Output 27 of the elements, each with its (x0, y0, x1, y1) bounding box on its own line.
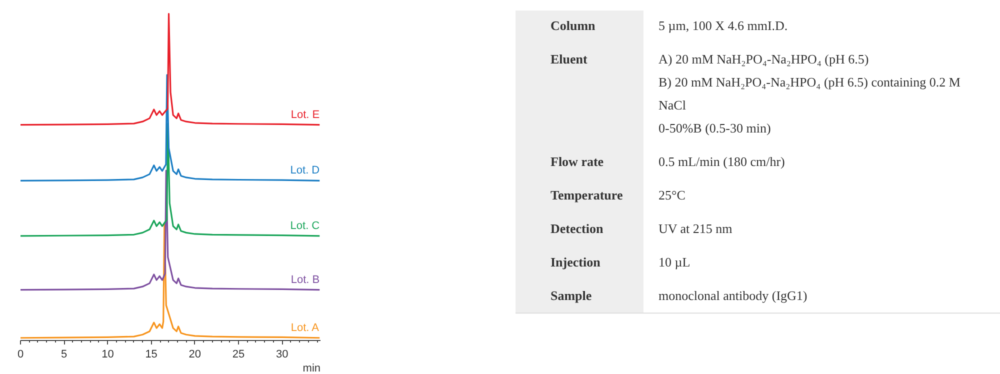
x-tick-label: 5 (61, 348, 68, 360)
x-tick-label: 10 (102, 348, 114, 360)
text: Column (550, 18, 596, 33)
text: UV at 215 nm (658, 220, 732, 236)
text: monoclonal antibody (IgG1) (658, 288, 808, 303)
text: 10 µL (658, 254, 690, 270)
series-label: Lot. A (290, 322, 320, 334)
series-label: Lot. C (290, 220, 320, 232)
x-tick-label: 25 (232, 348, 245, 360)
x-tick-label: 30 (276, 348, 288, 360)
text: 5 µm, 100 X 4.6 mmI.D. (658, 18, 788, 33)
text: Injection (550, 254, 602, 270)
text: Sample (550, 288, 592, 303)
x-tick-label: 15 (145, 348, 158, 360)
series-label: Lot. D (290, 164, 320, 177)
x-tick-label: 20 (188, 348, 202, 360)
text: Flow rate (550, 154, 604, 169)
text: A) 20 mM NaH₂PO₄-Na₂HPO₄ (pH 6.5) B) 20 mM NaH₂PO₄-Na₂HPO₄ (pH 6.5) containing 0.2 M NaCl 0-50%B (0.5-30 min) (658, 52, 961, 136)
text: Temperature (550, 187, 623, 202)
series-label: Lot. E (290, 108, 320, 121)
series-label: Lot. B (290, 274, 320, 286)
text: 25°C (658, 187, 686, 202)
x-axis-title: min (302, 362, 321, 374)
text: 0.5 mL/min (180 cm/hr) (658, 154, 785, 169)
x-tick-label: 0 (17, 348, 24, 360)
text: Eluent (550, 52, 588, 67)
text: Detection (550, 220, 604, 236)
